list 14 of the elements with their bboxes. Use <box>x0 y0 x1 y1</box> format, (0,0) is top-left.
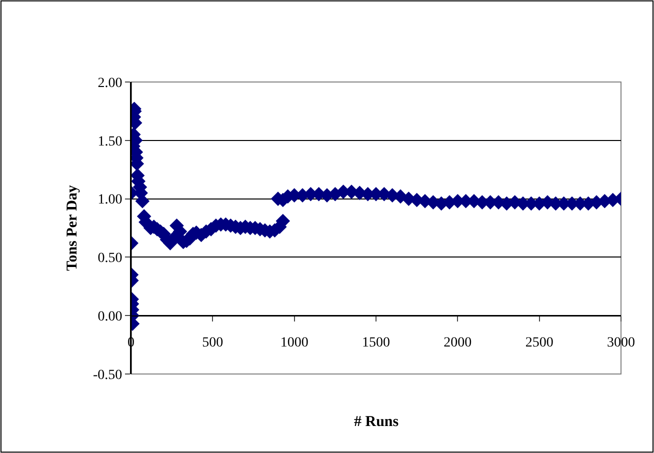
x-tick-label: 1500 <box>362 335 390 350</box>
y-tick-label: 1.50 <box>98 134 122 150</box>
y-tick-label: 0.00 <box>98 310 122 324</box>
x-tick-label: 2000 <box>444 335 472 350</box>
x-axis-title: # Runs <box>354 414 399 430</box>
y-tick-label: 1.00 <box>98 192 122 208</box>
y-tick-label: -0.50 <box>93 368 122 383</box>
x-tick-label: 2500 <box>525 335 554 350</box>
x-tick-label: 500 <box>202 335 224 350</box>
y-tick-label: 0.50 <box>98 251 122 266</box>
x-tick-label: 3000 <box>607 335 635 350</box>
x-tick-label: 1000 <box>280 335 308 350</box>
y-axis-title: Tons Per Day <box>64 184 80 271</box>
y-tick-label: 2.00 <box>98 76 122 91</box>
